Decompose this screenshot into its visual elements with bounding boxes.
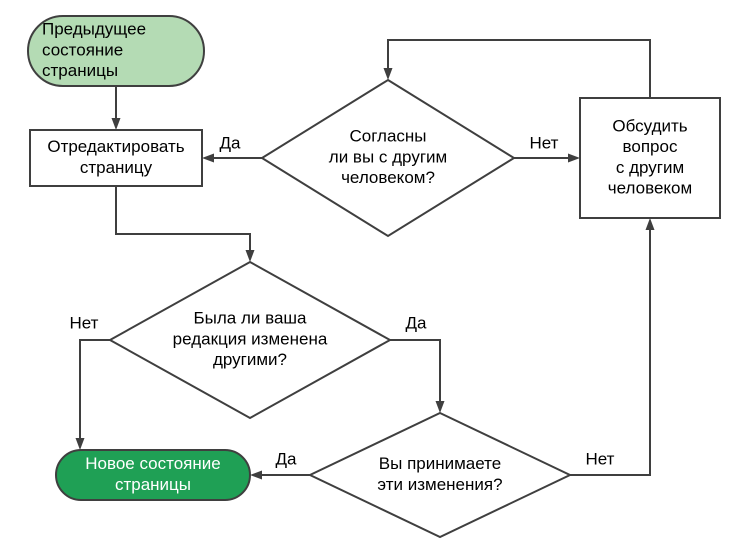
node-start: Предыдущеесостояние страницы — [28, 16, 204, 86]
node-end: Новое состояние страницы — [56, 450, 250, 500]
edge-label-changed-yes: Да — [406, 313, 428, 332]
node-text-line: Была ли ваша — [194, 309, 308, 328]
node-text-line: человеком? — [341, 168, 435, 187]
node-text-line: Согласны — [349, 127, 426, 146]
node-text-line: Новое состояние — [85, 454, 220, 473]
node-text-line: другими? — [213, 350, 287, 369]
node-text-line: эти изменения? — [377, 475, 502, 494]
node-text-line: состояние — [42, 40, 123, 59]
edge-label-agree-no: Нет — [530, 133, 559, 152]
flowchart-canvas: Предыдущеесостояние страницы Отредактирова… — [0, 0, 746, 553]
node-text-line: ли вы с другим — [329, 147, 447, 166]
node-text-line: Предыдущее — [42, 20, 146, 39]
node-text-line: человеком — [608, 179, 692, 198]
node-discuss: Обсудить вопрос с другим человеком — [580, 98, 720, 218]
edge-label-accept-no: Нет — [586, 449, 615, 468]
node-text-line: страницы — [42, 61, 118, 80]
node-text-line: Отредактировать — [47, 137, 184, 156]
node-text-line: редакция изменена — [173, 329, 328, 348]
node-text-line: Обсудить — [612, 116, 687, 135]
edge-label-changed-no: Нет — [70, 313, 99, 332]
edge-label-agree-yes: Да — [220, 133, 242, 152]
node-edit: Отредактировать страницу — [30, 130, 202, 186]
node-text-line: с другим — [616, 158, 684, 177]
node-text-line: вопрос — [623, 137, 678, 156]
node-text-line: Вы принимаете — [379, 454, 501, 473]
node-text-line: страницу — [80, 158, 153, 177]
node-text-line: страницы — [115, 475, 191, 494]
edge-label-accept-yes: Да — [276, 449, 298, 468]
